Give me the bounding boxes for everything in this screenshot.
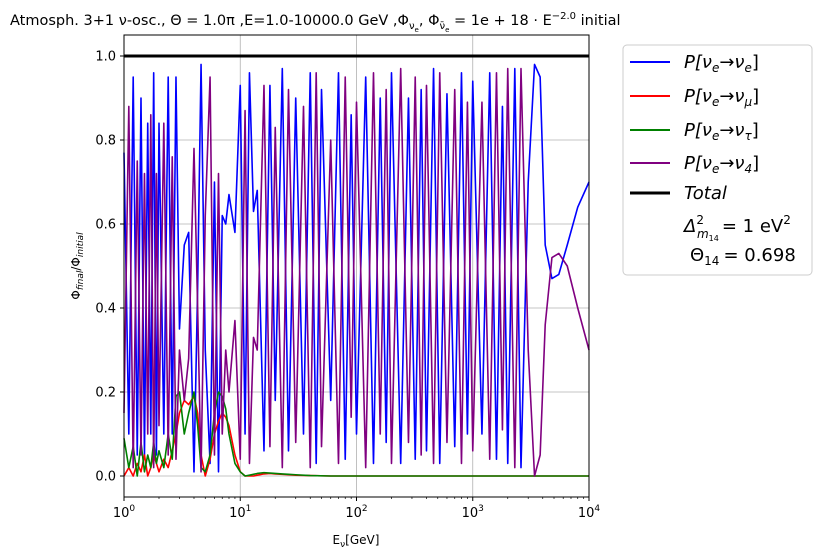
x-tick-label: 101 [229,504,251,521]
y-tick-label: 0.0 [95,470,116,485]
y-tick-label: 0.2 [95,386,116,401]
legend-note-delta: Δ2 m14= 1 eV2 [682,213,791,243]
x-axis: 100 101 102 103 104 [113,497,601,521]
legend-label: Total [684,183,727,204]
y-axis: 0.0 0.2 0.4 0.6 0.8 1.0 [95,50,124,485]
series-line-3 [123,67,590,477]
legend-label: P[νe→ν4] [684,153,759,176]
legend-note-theta: Θ14 = 0.698 [690,245,796,268]
x-axis-label: Eν[GeV] [333,533,380,550]
y-tick-label: 0.8 [95,134,116,149]
x-tick-label: 104 [578,504,601,521]
y-tick-label: 1.0 [95,50,116,65]
y-tick-label: 0.6 [95,218,116,233]
legend-label: P[νe→νμ] [684,86,759,109]
chart-title: Atmosph. 3+1 ν-osc., Θ = 1.0π ,E=1.0-100… [10,11,621,34]
series-layer [123,54,590,477]
x-tick-label: 102 [345,504,367,521]
legend: P[νe→νe] P[νe→νμ] P[νe→ντ] P[νe→ν4] Total Δ2… [622,44,813,276]
legend-box [622,44,813,276]
y-tick-label: 0.4 [95,302,116,317]
y-axis-label: Φfinal/Φinitial [69,232,86,300]
x-tick-label: 103 [462,504,484,521]
legend-label: P[νe→νe] [684,52,759,75]
legend-label: P[νe→ντ] [684,120,759,143]
x-tick-label: 100 [113,504,136,521]
